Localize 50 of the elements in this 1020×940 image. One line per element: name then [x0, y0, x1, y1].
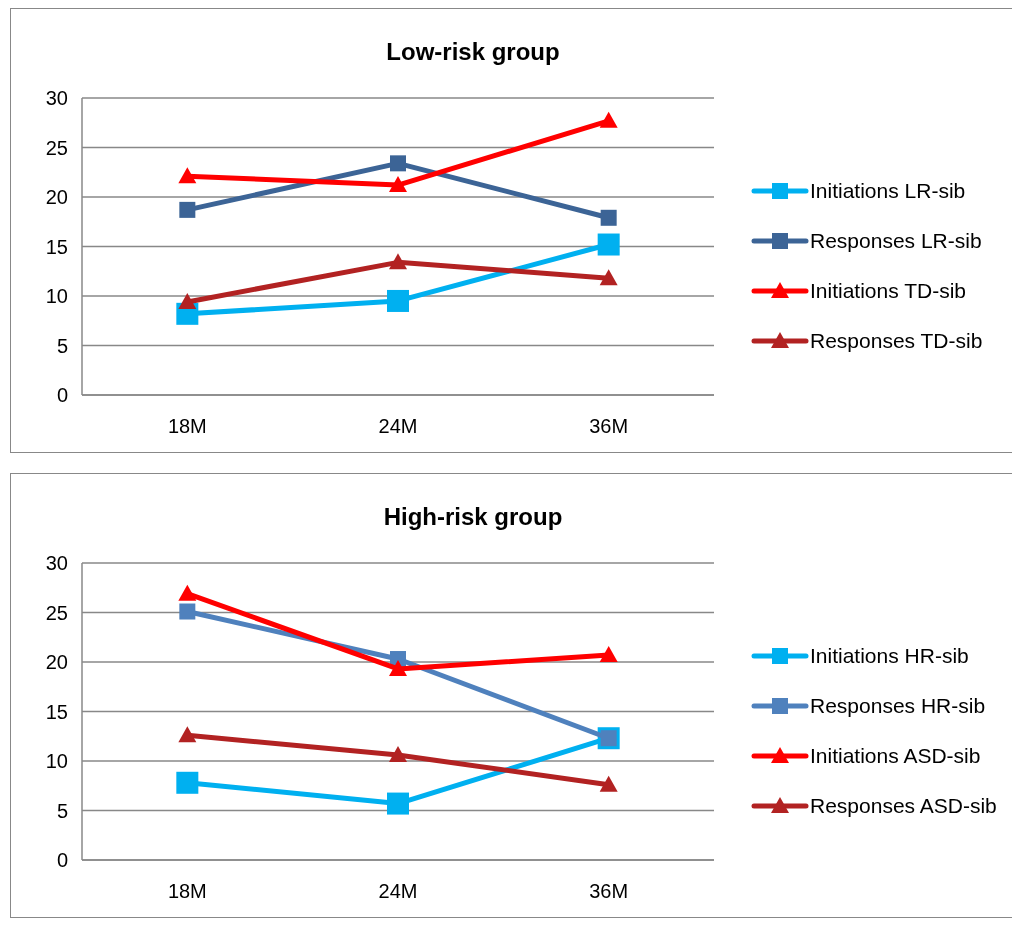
y-tick-label: 5: [56, 799, 68, 822]
legend-label: Responses TD-sib: [810, 329, 983, 353]
y-tick-label: 30: [45, 87, 68, 109]
y-tick-label: 10: [45, 750, 68, 772]
x-tick-label: 24M: [378, 415, 418, 437]
chart-title: Low-risk group: [386, 38, 560, 65]
point: [178, 292, 197, 309]
point: [389, 746, 407, 763]
point: [390, 155, 406, 172]
point: [597, 233, 620, 256]
y-tick-label: 25: [45, 136, 68, 159]
point: [389, 176, 407, 193]
legend-label: Responses LR-sib: [810, 229, 982, 253]
chart-title: High-risk group: [383, 503, 563, 530]
y-tick-label: 5: [56, 334, 68, 357]
y-tick-label: 0: [56, 849, 68, 871]
legend-label: Initiations HR-sib: [810, 644, 969, 668]
legend-label: Responses ASD-sib: [810, 794, 997, 818]
x-tick-label: 18M: [167, 415, 207, 437]
y-tick-label: 15: [45, 700, 68, 723]
y-tick-label: 10: [45, 285, 68, 307]
y-tick-label: 20: [45, 186, 68, 208]
point: [599, 111, 618, 128]
point: [179, 201, 196, 218]
x-tick-label: 18M: [167, 880, 207, 902]
point: [389, 659, 407, 676]
y-tick-label: 0: [56, 384, 68, 406]
y-tick-label: 25: [45, 601, 68, 624]
y-tick-label: 20: [45, 651, 68, 673]
x-tick-label: 36M: [589, 880, 629, 902]
x-tick-label: 24M: [378, 880, 418, 902]
legend-label: Initiations ASD-sib: [810, 744, 981, 768]
point: [387, 792, 409, 815]
point: [599, 269, 618, 286]
y-tick-label: 30: [45, 552, 68, 574]
legend-label: Responses HR-sib: [810, 694, 986, 718]
legend-label: Initiations TD-sib: [810, 279, 967, 303]
point: [387, 289, 409, 312]
x-tick-label: 36M: [589, 415, 629, 437]
point: [176, 771, 199, 794]
point: [389, 253, 407, 270]
point: [179, 603, 196, 620]
point: [599, 775, 618, 792]
y-tick-label: 15: [45, 235, 68, 258]
point: [178, 167, 197, 184]
point: [599, 646, 618, 663]
point: [600, 209, 617, 226]
point: [178, 584, 197, 601]
legend-label: Initiations LR-sib: [810, 179, 966, 203]
point: [178, 726, 197, 743]
